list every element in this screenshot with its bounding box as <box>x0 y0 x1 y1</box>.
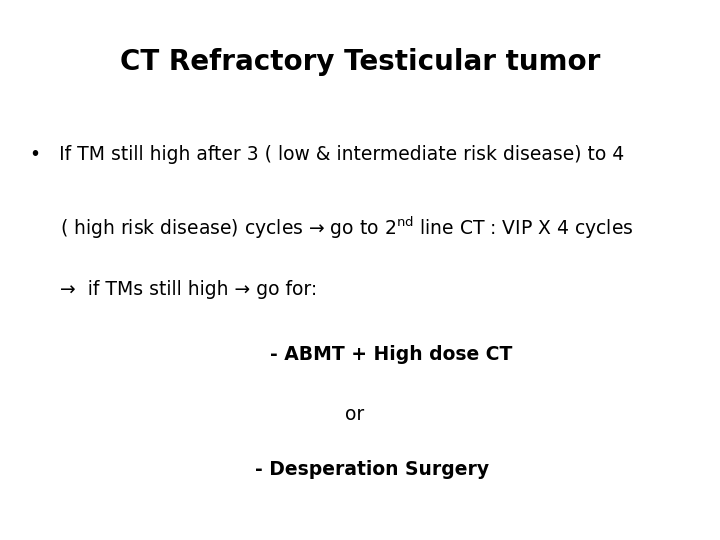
Text: ( high risk disease) cycles → go to 2$^{\mathrm{nd}}$ line CT : VIP X 4 cycles: ( high risk disease) cycles → go to 2$^{… <box>60 215 634 241</box>
Text: CT Refractory Testicular tumor: CT Refractory Testicular tumor <box>120 48 600 76</box>
Text: →  if TMs still high → go for:: → if TMs still high → go for: <box>60 280 318 299</box>
Text: or: or <box>345 405 364 424</box>
Text: - Desperation Surgery: - Desperation Surgery <box>255 460 489 479</box>
Text: •   If TM still high after 3 ( low & intermediate risk disease) to 4: • If TM still high after 3 ( low & inter… <box>30 145 624 164</box>
Text: - ABMT + High dose CT: - ABMT + High dose CT <box>270 345 513 364</box>
